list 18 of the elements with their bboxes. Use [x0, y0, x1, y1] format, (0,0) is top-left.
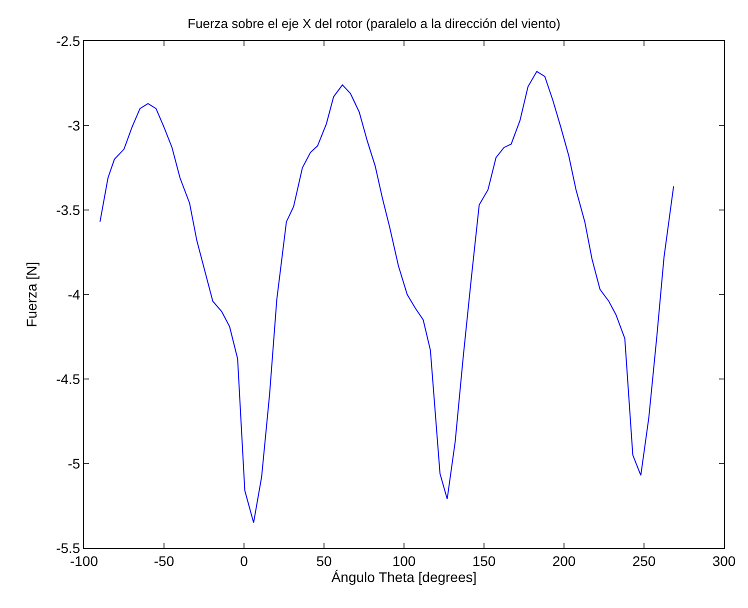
y-tick-label: -4 — [68, 286, 80, 302]
x-tick-label: 250 — [632, 552, 656, 569]
x-axis-title: Ángulo Theta [degrees] — [331, 569, 477, 586]
x-tick-label: 300 — [712, 552, 736, 569]
x-tick-label: 200 — [552, 552, 576, 569]
x-tick-label: 100 — [392, 552, 416, 569]
y-tick-label: -3.5 — [56, 202, 80, 218]
x-tick-label: 0 — [240, 552, 248, 569]
line-series — [100, 70, 674, 524]
y-tick-label: -4.5 — [56, 370, 80, 387]
y-tick-label: -5 — [68, 455, 80, 472]
x-tick-label: -50 — [154, 552, 174, 569]
y-axis-title: Fuerza [N] — [24, 262, 40, 328]
y-tick-label: -2.5 — [56, 32, 80, 49]
x-tick-label: 150 — [472, 552, 496, 569]
x-tick-label: 50 — [316, 552, 332, 569]
chart-title: Fuerza sobre el eje X del rotor (paralelo a la dirección del viento) — [188, 16, 560, 31]
y-tick-label: -3 — [68, 117, 80, 134]
